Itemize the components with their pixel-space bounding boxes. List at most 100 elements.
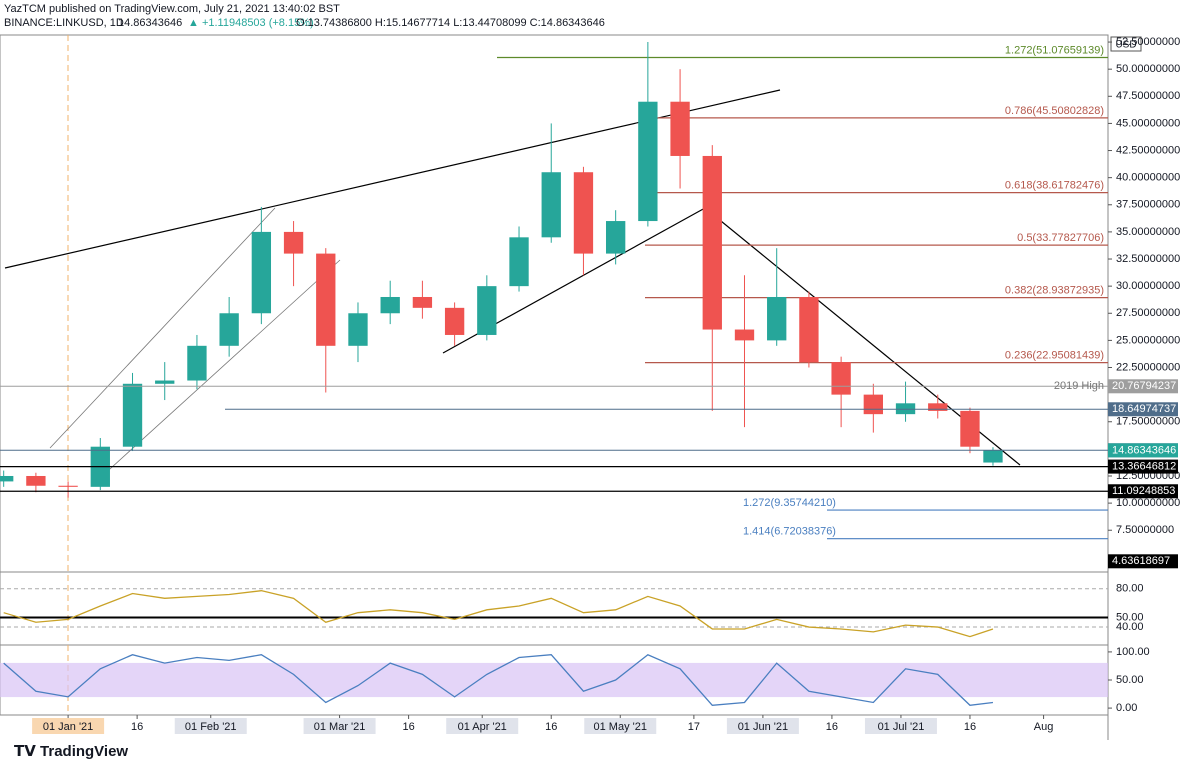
y-tick-label: 47.50000000 <box>1116 90 1180 102</box>
candle-body <box>444 307 465 335</box>
stoch-line <box>3 653 994 706</box>
candle-body <box>573 172 594 254</box>
x-tick-label: 01 Jul '21 <box>878 721 925 733</box>
x-tick-label: 16 <box>402 721 414 733</box>
x-tick-label: 01 Feb '21 <box>185 721 237 733</box>
rsi-tick-label: 80.00 <box>1116 583 1144 595</box>
fib-label: 0.382(28.93872935) <box>1005 285 1104 297</box>
fib-label: 1.272(51.07659139) <box>1005 44 1104 56</box>
price-badge <box>1108 459 1178 474</box>
fib-label: 1.272(9.35744210) <box>743 497 836 509</box>
candle-body <box>219 313 239 346</box>
x-tick-label: 16 <box>131 721 143 733</box>
candle-body <box>122 383 143 447</box>
candle-body <box>26 475 46 486</box>
y-tick-label: 50.00000000 <box>1116 63 1180 75</box>
fib-label: 0.786(45.50802828) <box>1005 105 1104 117</box>
candle-body <box>541 172 561 238</box>
stoch-tick-label: 50.00 <box>1116 674 1144 686</box>
x-tick-box <box>303 718 376 734</box>
candle-body <box>316 253 336 346</box>
candle-body <box>702 155 722 330</box>
x-tick-box <box>446 718 519 734</box>
candle-body <box>670 101 690 156</box>
candle-body <box>605 221 626 254</box>
candle-body <box>799 296 819 363</box>
x-tick-box <box>32 718 105 734</box>
x-tick-box <box>174 718 247 734</box>
y-tick-label: 22.50000000 <box>1116 361 1180 373</box>
rsi-tick-label: 50.00 <box>1116 611 1144 623</box>
x-tick-label: 01 Apr '21 <box>458 721 507 733</box>
candle-body <box>380 296 400 314</box>
price-change: ▲ +1.11948503 (+8.15%) <box>188 17 314 29</box>
candle-body <box>251 231 272 314</box>
candle-body <box>734 329 755 341</box>
candle-body <box>187 345 207 381</box>
last-price: 14.86343646 <box>118 17 182 29</box>
x-tick-box <box>864 718 937 734</box>
x-tick-label: Aug <box>1034 721 1054 733</box>
currency-box <box>1110 36 1142 52</box>
y-tick-label: 10.00000000 <box>1116 497 1180 509</box>
author-line: YazTCM published on TradingView.com, Jul… <box>4 3 340 15</box>
y-tick-label: 30.00000000 <box>1116 280 1180 292</box>
price-badge <box>1108 443 1178 458</box>
y-tick-label: 40.00000000 <box>1116 172 1180 184</box>
brand-logo: 𝗧𝗩 <box>14 743 40 760</box>
candle-body <box>831 362 851 395</box>
brand: 𝗧𝗩 TradingView <box>14 743 128 760</box>
y-tick-label: 45.00000000 <box>1116 117 1180 129</box>
x-tick-label: 01 Mar '21 <box>314 721 366 733</box>
fib-label: 0.5(33.77827706) <box>1017 232 1104 244</box>
candle-body <box>509 237 529 287</box>
price-badge-label: 11.09248853 <box>1112 485 1175 497</box>
price-badge-label: 4.63618697 <box>1112 555 1170 567</box>
candle-body <box>477 286 497 335</box>
candle-body <box>0 475 14 482</box>
candle-body <box>928 403 948 411</box>
brand-text: TradingView <box>40 743 128 760</box>
candle-body <box>895 403 916 415</box>
price-badge <box>1108 379 1178 394</box>
fib-label: 0.236(22.95081439) <box>1005 350 1104 362</box>
fib-label: 1.414(6.72038376) <box>743 526 836 538</box>
rsi-tick-label: 40.00 <box>1116 621 1144 633</box>
x-tick-box <box>726 718 799 734</box>
symbol: BINANCE:LINKUSD, 1D <box>4 17 124 29</box>
candle-body <box>58 485 78 487</box>
x-tick-label: 16 <box>826 721 838 733</box>
price-badge-label: 20.76794237 <box>1112 380 1176 392</box>
x-tick-label: 01 Jan '21 <box>43 721 93 733</box>
y-tick-label: 32.50000000 <box>1116 253 1180 265</box>
ohlc: O:13.74386800 H:15.14677714 L:13.4470809… <box>296 17 605 29</box>
y-tick-label: 52.50000000 <box>1116 36 1180 48</box>
price-badge-label: 18.64974737 <box>1112 403 1176 415</box>
stoch-band <box>0 662 1108 698</box>
price-badge-label: 14.86343646 <box>1112 444 1176 456</box>
x-tick-label: 16 <box>545 721 557 733</box>
candle-body <box>960 410 980 447</box>
currency: USD <box>1115 40 1136 51</box>
x-tick-label: 16 <box>964 721 976 733</box>
candle-body <box>983 450 1003 463</box>
rsi-line <box>3 590 994 638</box>
y-tick-label: 27.50000000 <box>1116 307 1180 319</box>
candle-body <box>412 296 433 308</box>
price-badge-label: 13.36646812 <box>1112 460 1176 472</box>
candle-body <box>863 394 883 415</box>
x-tick-label: 17 <box>688 721 700 733</box>
x-tick-label: 01 Jun '21 <box>738 721 788 733</box>
candle-body <box>283 231 304 254</box>
stoch-tick-label: 0.00 <box>1116 702 1137 714</box>
stoch-tick-label: 100.00 <box>1116 646 1150 658</box>
price-tag: 2019 High <box>1054 380 1104 392</box>
candle-body <box>767 296 787 341</box>
y-tick-label: 7.50000000 <box>1116 524 1174 536</box>
fib-label: 0.618(38.61782476) <box>1005 180 1104 192</box>
candle-body <box>348 313 368 346</box>
channel-line <box>49 207 276 449</box>
